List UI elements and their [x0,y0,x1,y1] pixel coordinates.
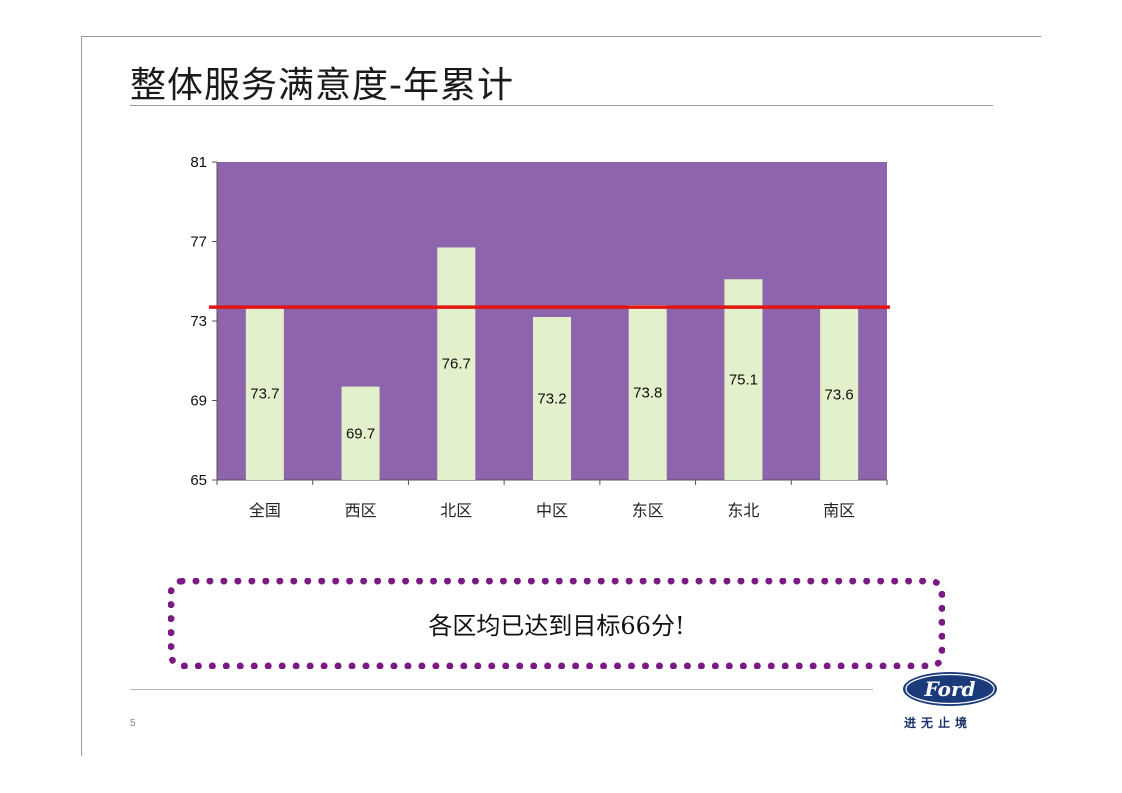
bar [341,386,380,480]
ford-logo: Ford [903,672,997,706]
target-callout-text: 各区均已达到目标66分! [428,612,685,640]
bar-data-label: 73.2 [537,391,566,408]
x-category-label: 北区 [440,502,472,520]
bar-data-label: 73.8 [633,385,662,402]
bar [820,309,859,480]
bar-data-label: 75.1 [729,372,758,389]
y-tick-label: 65 [190,472,207,489]
x-category-label: 南区 [823,502,855,520]
bar [628,305,667,480]
bar [533,317,571,480]
y-tick-label: 81 [190,154,207,171]
y-tick-label: 69 [190,393,207,410]
y-tick-label: 77 [190,234,207,251]
slide-frame-top [81,36,1041,37]
slide-frame-left [81,36,82,756]
target-callout-box: 各区均已达到目标66分! [168,578,945,669]
bar [437,247,476,480]
title-divider [130,105,993,106]
footer-divider [130,689,873,690]
brand-slogan: 进无止境 [904,716,973,730]
bar-chart: 65 69 73 77 81 73.7 全国 69.7 西区 76.7 北区 73.2 中区 73.8 东区… [190,154,890,520]
bar-data-label: 69.7 [346,425,375,442]
y-tick-label: 73 [190,313,207,330]
x-category-label: 东北 [727,502,759,520]
slide-title: 整体服务满意度-年累计 [130,65,514,106]
x-category-label: 西区 [345,503,377,520]
bar-data-label: 76.7 [442,356,471,373]
x-category-label: 东区 [632,502,664,520]
x-category-label: 全国 [249,502,281,520]
bar [245,307,284,480]
x-category-label: 中区 [536,502,568,520]
bar-data-label: 73.6 [825,387,854,404]
ford-logo-text: Ford [924,677,976,701]
bar-data-label: 73.7 [250,386,279,403]
bar [724,279,763,480]
page-number: 5 [130,718,136,729]
